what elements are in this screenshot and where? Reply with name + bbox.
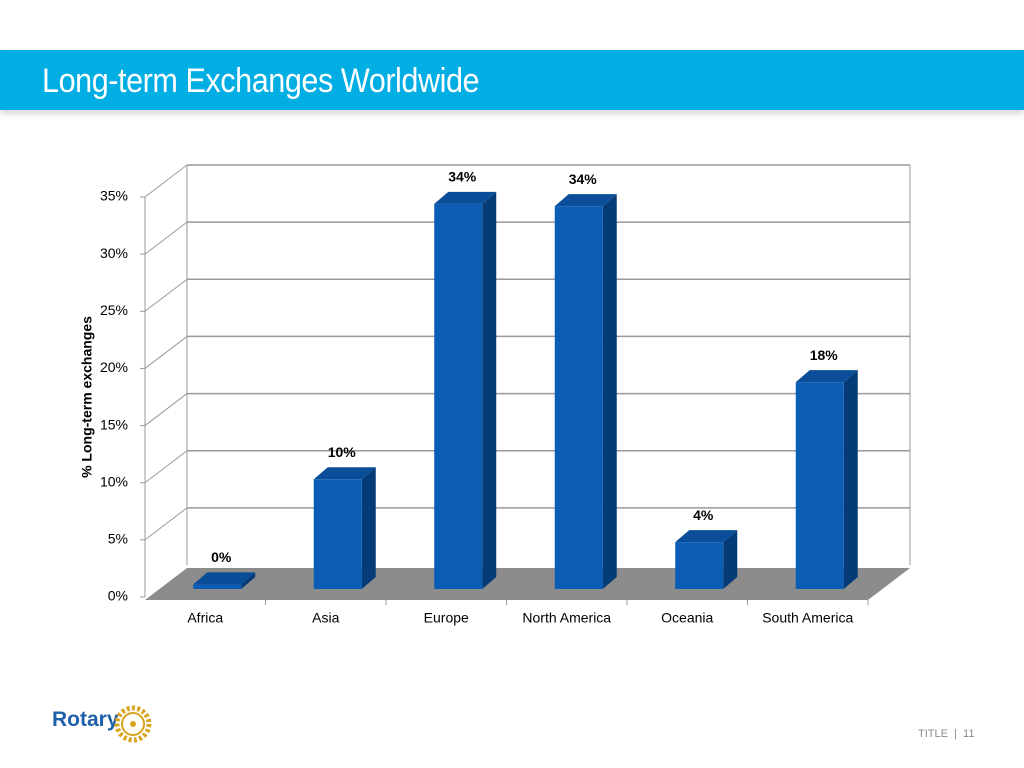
y-tick-label: 5% [108, 531, 128, 547]
slide-title: Long-term Exchanges Worldwide [42, 62, 480, 100]
bar [795, 382, 844, 589]
bar-top [675, 530, 738, 543]
value-label: 18% [810, 347, 839, 363]
value-label: 34% [569, 171, 598, 187]
bar [193, 584, 242, 589]
bar-side [723, 530, 738, 589]
y-tick-label: 30% [100, 245, 128, 261]
y-axis-label: % Long-term exchanges [79, 316, 95, 478]
page-number: 11 [963, 728, 975, 740]
y-tick-label: 10% [100, 473, 128, 489]
bar-top [434, 191, 497, 204]
x-tick-label: North America [522, 610, 611, 626]
y-tick-label: 35% [100, 188, 128, 204]
bar [675, 542, 724, 589]
bar-side [482, 191, 497, 589]
logo-text: Rotary [52, 708, 119, 731]
bar-top [313, 467, 376, 480]
value-label: 34% [448, 169, 477, 185]
bar-side [602, 194, 617, 589]
value-label: 10% [328, 444, 357, 460]
bar [313, 479, 362, 589]
footer: TITLE | 11 [918, 728, 975, 740]
floor [145, 568, 910, 600]
y-tick-label: 0% [108, 588, 128, 604]
grid-line [144, 450, 188, 484]
grid-line [144, 507, 188, 541]
grid-line [144, 278, 188, 312]
y-tick-label: 15% [100, 416, 128, 432]
x-tick-label: Europe [424, 610, 469, 626]
bar-side [241, 572, 256, 589]
bar-top [193, 572, 256, 585]
bar-top [795, 370, 858, 383]
bar-side [843, 370, 858, 589]
footer-label: TITLE [918, 728, 948, 740]
bar [434, 203, 483, 589]
x-tick-label: Oceania [661, 610, 713, 626]
value-label: 0% [211, 549, 232, 565]
grid-line [144, 164, 188, 198]
x-tick-label: South America [762, 610, 853, 626]
value-label: 4% [693, 507, 714, 523]
grid-line [144, 336, 188, 369]
x-tick-label: Asia [312, 610, 339, 626]
bar-top [554, 194, 617, 207]
header-band [0, 50, 1024, 110]
grid-line [144, 393, 188, 426]
y-tick-label: 20% [100, 359, 128, 375]
bar [554, 206, 603, 589]
y-tick-label: 25% [100, 302, 128, 318]
x-tick-label: Africa [187, 610, 223, 626]
bar-side [361, 467, 376, 589]
grid-line [144, 221, 188, 255]
